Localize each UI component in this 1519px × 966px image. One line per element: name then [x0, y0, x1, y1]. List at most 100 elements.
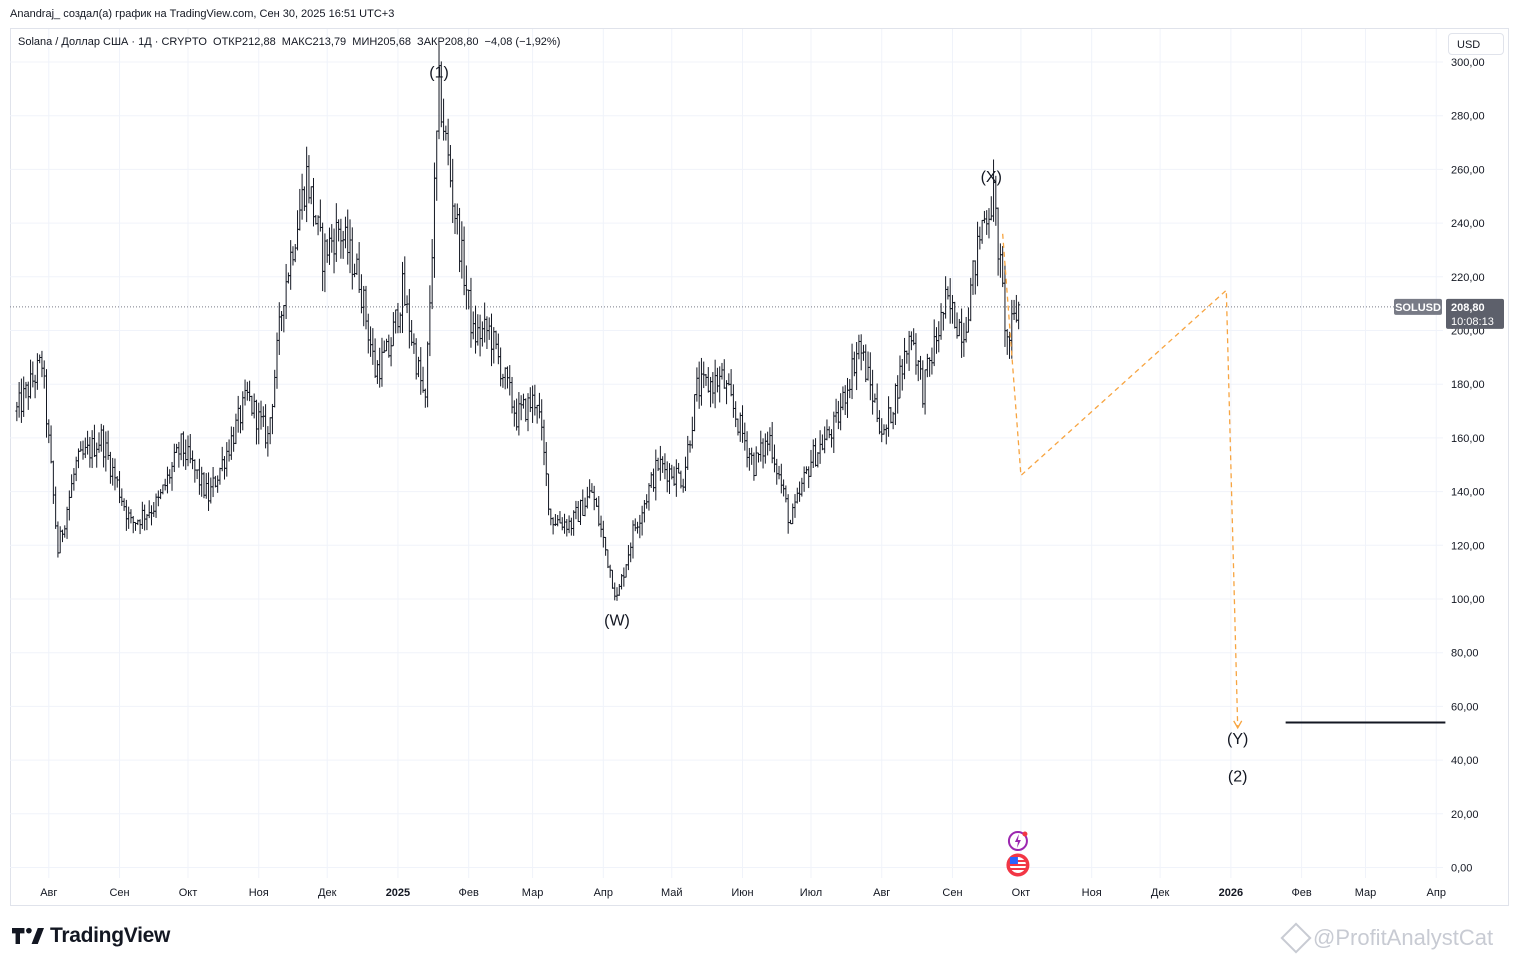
ohlc-bar: [526, 393, 530, 432]
ohlc-bar: [699, 357, 703, 406]
price-tag: SOLUSD 208,80 10:08:13: [1394, 298, 1504, 329]
ohlc-bar: [556, 514, 560, 527]
ohlc-bar: [143, 504, 147, 531]
ohlc-bar: [770, 421, 774, 464]
y-tick-label: 280,00: [1451, 111, 1485, 123]
ohlc-bar: [697, 361, 701, 409]
x-tick-label: Фев: [459, 887, 479, 899]
ohlc-bar: [914, 333, 918, 375]
ohlc-bar: [944, 276, 948, 319]
ohlc-bar: [782, 479, 786, 497]
ohlc-bar: [396, 302, 400, 334]
ohlc-bar: [216, 475, 220, 493]
ohlc-bar: [81, 440, 85, 460]
ohlc-bar: [960, 308, 964, 358]
ohlc-bar: [67, 490, 71, 521]
ohlc-bar: [161, 484, 165, 495]
ohlc-bar: [729, 369, 733, 397]
ohlc-bar: [871, 369, 875, 415]
ohlc-bar: [677, 462, 681, 474]
ohlc-bar: [378, 347, 382, 388]
x-tick-label: Апр: [594, 887, 613, 899]
ohlc-bar: [264, 404, 268, 449]
ohlc-bar: [932, 319, 936, 367]
ohlc-bar: [866, 351, 870, 381]
ohlc-bar: [848, 379, 852, 399]
ohlc-bar: [779, 463, 783, 494]
ohlc-bar: [40, 350, 44, 378]
ohlc-bar: [45, 369, 49, 438]
ohlc-bar: [323, 233, 327, 293]
ohlc-bar: [807, 466, 811, 489]
ohlc-bar: [492, 327, 496, 364]
ohlc-bar: [706, 367, 710, 393]
ohlc-bar: [407, 288, 411, 349]
wave-projection: [1002, 233, 1446, 730]
ohlc-bar: [802, 466, 806, 492]
ohlc-bar: [485, 316, 489, 349]
ohlc-bar: [820, 434, 824, 451]
flag-canton: [1009, 857, 1018, 864]
ohlc-bar: [414, 338, 418, 380]
ohlc-bar: [907, 330, 911, 371]
ohlc-bar: [26, 381, 30, 410]
ohlc-bar: [343, 216, 347, 249]
chart-grid: [10, 29, 1443, 878]
x-tick-label: Окт: [179, 887, 198, 899]
ohlc-bar: [887, 396, 891, 437]
ohlc-bar: [184, 439, 188, 470]
ohlc-bar: [193, 459, 197, 483]
x-tick-label: Дек: [318, 887, 337, 899]
ohlc-bar: [515, 398, 519, 431]
ohlc-bar: [293, 244, 297, 263]
ohlc-bar: [752, 452, 756, 481]
ohlc-bar: [786, 494, 790, 534]
ohlc-bar: [585, 486, 589, 509]
ohlc-bar: [998, 243, 1002, 278]
x-tick-label: Сен: [109, 887, 129, 899]
ohlc-bar: [364, 285, 368, 330]
ohlc-bar: [905, 350, 909, 364]
x-tick-label: Ноя: [1082, 887, 1102, 899]
ohlc-bar: [661, 456, 665, 473]
ohlc-bar: [1005, 329, 1009, 355]
ohlc-bar: [588, 479, 592, 499]
ohlc-bar: [282, 305, 286, 333]
ohlc-bar: [296, 210, 300, 251]
wave-label: (2): [1228, 768, 1248, 785]
tradingview-logo[interactable]: TradingView: [12, 924, 170, 948]
ohlc-bar: [658, 445, 662, 481]
currency-button[interactable]: USD: [1448, 33, 1504, 55]
ohlc-bar: [711, 372, 715, 404]
price-tag-countdown: 10:08:13: [1451, 316, 1494, 328]
ohlc-bar: [202, 472, 206, 499]
event-icons: [1006, 831, 1030, 877]
ohlc-bar: [423, 388, 427, 408]
ohlc-bar: [54, 486, 58, 529]
ohlc-bar: [238, 405, 242, 434]
ohlc-bar: [462, 226, 466, 296]
ohlc-bar: [140, 501, 144, 529]
ohlc-bar: [688, 440, 692, 453]
ohlc-bar: [734, 401, 738, 428]
ohlc-bar: [864, 344, 868, 383]
ohlc-bar: [957, 318, 961, 337]
ohlc-bar: [289, 240, 293, 290]
x-tick-label: Июл: [800, 887, 822, 899]
ohlc-bar: [996, 207, 1000, 276]
ohlc-bar: [747, 447, 751, 471]
ohlc-bar: [754, 446, 758, 477]
ohlc-bar: [508, 365, 512, 396]
ohlc-bar: [469, 277, 473, 348]
ohlc-bar: [930, 347, 934, 375]
ohlc-bar: [220, 446, 224, 472]
ohlc-bar: [225, 442, 229, 477]
ohlc-bar: [777, 465, 781, 480]
ohlc-bar: [65, 506, 69, 539]
ohlc-bar: [599, 515, 603, 538]
ohlc-bar: [690, 416, 694, 449]
ohlc-bar: [681, 478, 685, 493]
ohlc-bar: [501, 373, 505, 388]
ohlc-bar: [86, 430, 90, 455]
